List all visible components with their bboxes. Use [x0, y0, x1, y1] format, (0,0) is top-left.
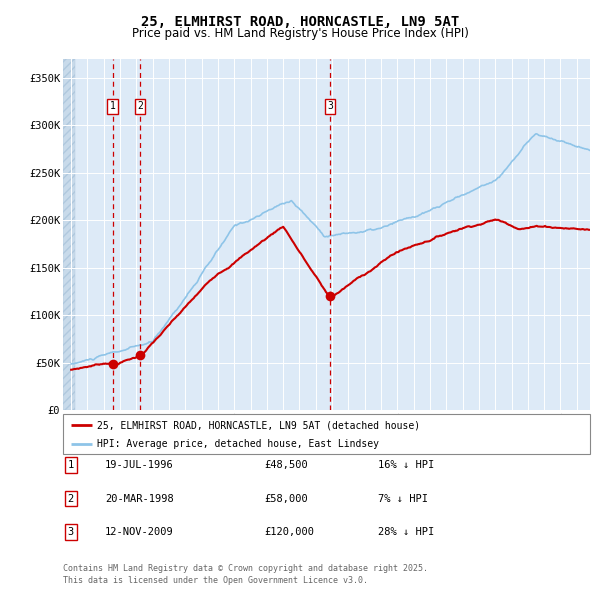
Text: 19-JUL-1996: 19-JUL-1996 — [105, 460, 174, 470]
Text: Contains HM Land Registry data © Crown copyright and database right 2025.
This d: Contains HM Land Registry data © Crown c… — [63, 565, 428, 585]
Text: 1: 1 — [110, 101, 116, 112]
Text: £48,500: £48,500 — [264, 460, 308, 470]
Text: 25, ELMHIRST ROAD, HORNCASTLE, LN9 5AT (detached house): 25, ELMHIRST ROAD, HORNCASTLE, LN9 5AT (… — [97, 420, 421, 430]
Text: £120,000: £120,000 — [264, 527, 314, 537]
Text: £58,000: £58,000 — [264, 494, 308, 503]
Text: Price paid vs. HM Land Registry's House Price Index (HPI): Price paid vs. HM Land Registry's House … — [131, 27, 469, 40]
Text: 25, ELMHIRST ROAD, HORNCASTLE, LN9 5AT: 25, ELMHIRST ROAD, HORNCASTLE, LN9 5AT — [141, 15, 459, 29]
Text: 20-MAR-1998: 20-MAR-1998 — [105, 494, 174, 503]
Bar — [63, 59, 75, 410]
Text: 3: 3 — [68, 527, 74, 537]
Text: HPI: Average price, detached house, East Lindsey: HPI: Average price, detached house, East… — [97, 440, 379, 449]
Text: 2: 2 — [68, 494, 74, 503]
Text: 28% ↓ HPI: 28% ↓ HPI — [378, 527, 434, 537]
Text: 12-NOV-2009: 12-NOV-2009 — [105, 527, 174, 537]
Text: 2: 2 — [137, 101, 143, 112]
Text: 1: 1 — [68, 460, 74, 470]
Text: 16% ↓ HPI: 16% ↓ HPI — [378, 460, 434, 470]
Text: 7% ↓ HPI: 7% ↓ HPI — [378, 494, 428, 503]
Text: 3: 3 — [327, 101, 333, 112]
